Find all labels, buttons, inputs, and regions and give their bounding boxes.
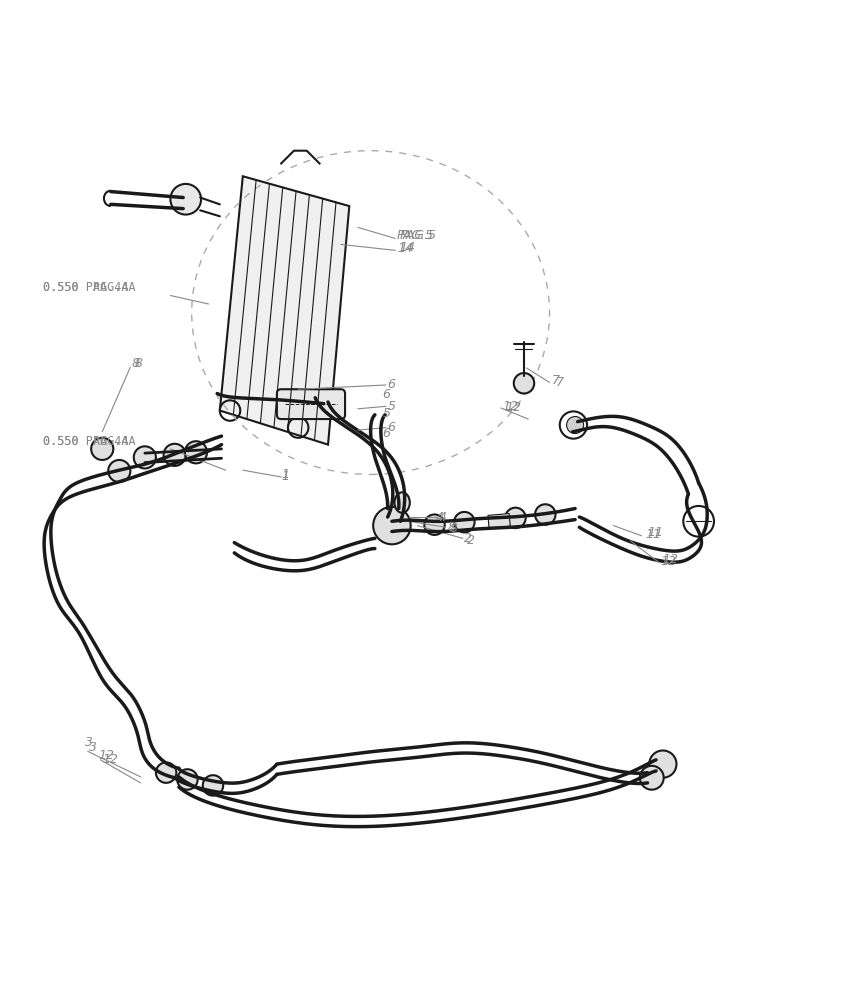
Text: 14: 14 — [400, 241, 416, 254]
Circle shape — [108, 460, 130, 482]
Circle shape — [185, 441, 207, 463]
Circle shape — [203, 775, 223, 796]
Text: PAG.5: PAG.5 — [397, 229, 434, 242]
Text: 8: 8 — [135, 357, 142, 370]
Text: 11: 11 — [648, 526, 664, 539]
Text: 6: 6 — [383, 427, 390, 440]
Text: 3: 3 — [89, 741, 97, 754]
Circle shape — [156, 762, 176, 783]
Text: 11: 11 — [645, 528, 661, 541]
Text: 12: 12 — [660, 555, 676, 568]
Text: 7: 7 — [552, 374, 560, 387]
FancyBboxPatch shape — [277, 389, 345, 419]
Text: 2: 2 — [467, 534, 475, 547]
Text: 0.550 PAG.4A: 0.550 PAG.4A — [43, 281, 128, 294]
Text: 6: 6 — [388, 421, 395, 434]
Text: 12: 12 — [98, 749, 114, 762]
Text: 12: 12 — [102, 753, 118, 766]
Circle shape — [134, 446, 156, 468]
Text: 6: 6 — [383, 388, 390, 401]
Text: 3: 3 — [85, 736, 93, 749]
Circle shape — [373, 507, 411, 544]
Text: 6: 6 — [388, 378, 395, 391]
Text: 12: 12 — [505, 401, 521, 414]
Text: 1: 1 — [281, 470, 289, 483]
Text: 4: 4 — [439, 511, 446, 524]
Text: 5: 5 — [383, 407, 390, 420]
Text: 14: 14 — [397, 242, 413, 255]
Text: 8: 8 — [132, 357, 140, 370]
Text: 0.550  PAG.4A: 0.550 PAG.4A — [43, 281, 135, 294]
Circle shape — [567, 417, 584, 434]
Text: 2: 2 — [464, 532, 472, 545]
Circle shape — [454, 512, 475, 532]
Text: 12: 12 — [503, 400, 519, 413]
Circle shape — [535, 504, 556, 525]
Circle shape — [170, 184, 201, 215]
Circle shape — [91, 438, 113, 460]
Circle shape — [424, 514, 445, 535]
Text: 1: 1 — [281, 468, 289, 481]
Circle shape — [640, 766, 664, 790]
Text: 4: 4 — [436, 511, 444, 524]
Ellipse shape — [394, 492, 410, 513]
Circle shape — [649, 750, 676, 778]
Circle shape — [514, 373, 534, 394]
Circle shape — [177, 769, 198, 790]
Text: 0.550  PAG.4A: 0.550 PAG.4A — [43, 435, 135, 448]
Circle shape — [164, 444, 186, 466]
Text: 7: 7 — [556, 376, 563, 389]
Polygon shape — [220, 176, 349, 445]
Text: 0.550 PAG.4A: 0.550 PAG.4A — [43, 435, 128, 448]
Bar — [488, 514, 510, 528]
Circle shape — [505, 508, 526, 528]
Text: 8: 8 — [450, 522, 458, 535]
Text: PAG.5: PAG.5 — [400, 229, 436, 242]
Text: 8: 8 — [447, 521, 455, 534]
Text: 5: 5 — [388, 400, 395, 413]
Text: 12: 12 — [663, 553, 679, 566]
